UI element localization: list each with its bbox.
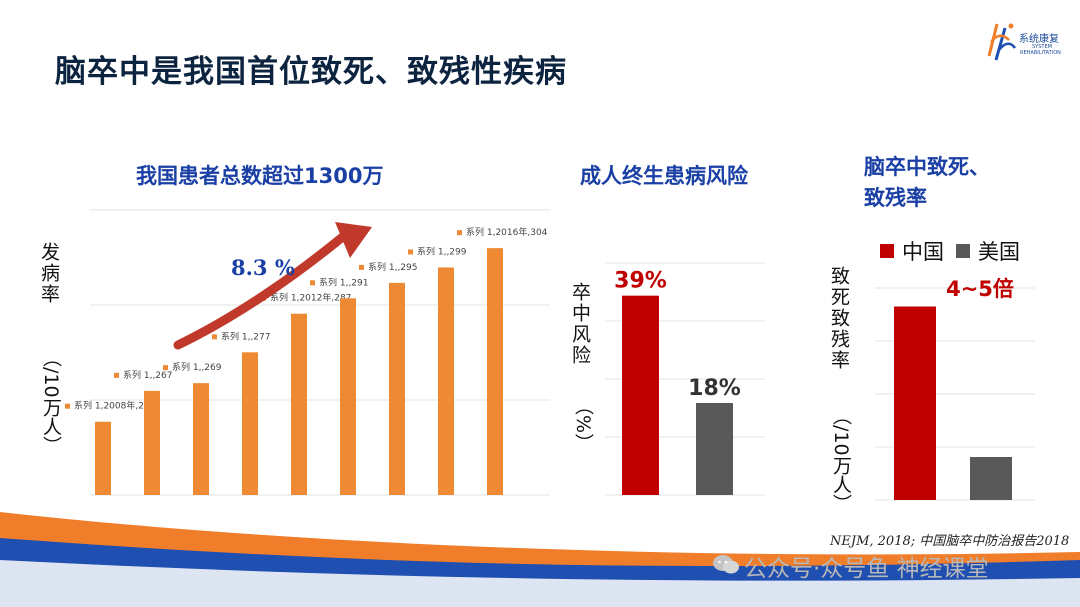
chart-1-data-label: 系列 1,,295 [368, 261, 418, 273]
chart-1-label-marker [408, 249, 413, 255]
chart-2-ylabel-unit: （%） [572, 396, 594, 453]
chart-1-label-marker [310, 280, 315, 286]
wechat-icon [713, 555, 739, 574]
chart-3-title: 脑卒中致死、 致残率 [864, 152, 990, 214]
legend-china: 中国 [880, 236, 944, 266]
chart-1-label-marker [114, 372, 119, 378]
chart-2-data-label: 39% [614, 269, 667, 294]
chart-3-ylabel-unit: （/10万人） [830, 406, 852, 513]
watermark-text: 公众号·众号鱼 神经课堂 [744, 556, 989, 582]
chart-3-bar-usa [970, 457, 1012, 500]
chart-1-bar [291, 313, 307, 495]
chart-1-bar [242, 352, 258, 495]
chart-1-label-marker [65, 403, 70, 409]
growth-annotation: 8.3 % [231, 255, 295, 280]
chart-1-data-label: 系列 1,,267 [123, 369, 173, 381]
chart-1-label-marker [212, 334, 217, 340]
chart-1-bar [389, 282, 405, 495]
chart-3-title-line-1: 脑卒中致死、 [864, 155, 990, 179]
chart-2-ylabel: 卒中风险 [569, 282, 591, 366]
logo-sub-line-1: SYSTEM [1032, 44, 1052, 50]
logo-icon [987, 23, 1017, 61]
chart-3-ylabel: 致死致残率 [828, 266, 850, 371]
chart-1-ylabel-unit: （/10万人） [40, 348, 62, 455]
trend-arrow-head [335, 222, 372, 258]
chart-1-data-label: 系列 1,,269 [172, 361, 222, 373]
chart-3-plot: 4~5倍 [875, 277, 1035, 501]
chart-1-bar [340, 298, 356, 495]
legend-usa: 美国 [956, 236, 1020, 266]
chart-3-bar-china [894, 306, 936, 500]
chart-1-title: 我国患者总数超过1300万 [136, 164, 384, 188]
bottom-swoosh [0, 512, 1080, 607]
chart-1-label-marker [163, 365, 168, 371]
chart-2-bar-china [622, 295, 659, 495]
chart-1-bar [193, 383, 209, 495]
legend-china-swatch [880, 244, 894, 258]
chart-1-data-label: 系列 1,,299 [417, 245, 467, 257]
legend-usa-swatch [956, 244, 970, 258]
chart-2-title: 成人终生患病风险 [580, 164, 748, 188]
chart-1-data-label: 系列 1,2008年,259 [74, 400, 156, 412]
chart-1-data-label: 系列 1,2012年,287 [270, 292, 351, 304]
chart-2-plot: 39% 18% [605, 262, 765, 496]
chart-2-data-label: 18% [688, 376, 741, 401]
chart-1-data-label: 系列 1,,277 [221, 330, 271, 342]
chart-1-bar [487, 248, 503, 495]
chart-3-title-line-2: 致残率 [864, 186, 927, 210]
chart-3-ratio-annotation: 4~5倍 [946, 277, 1014, 301]
logo-sub-line-2: REHABILITATION [1020, 50, 1061, 56]
logo-text: 系统康复 [1019, 34, 1059, 45]
chart-1-bar [95, 421, 111, 495]
logo-subtext: SYSTEM REHABILITATION [1020, 44, 1061, 56]
chart-1-label-marker [359, 264, 364, 270]
chart-1-bar [144, 390, 160, 495]
legend-usa-label: 美国 [978, 240, 1020, 264]
trend-arrow-shaft [173, 230, 350, 350]
legend-china-label: 中国 [902, 240, 944, 264]
chart-1-ylabel: 发病率 [38, 242, 60, 305]
chart-1-bar [438, 267, 454, 495]
chart-1-label-marker [457, 230, 462, 236]
chart-1-data-label: 系列 1,2016年,304 [466, 226, 548, 238]
source-citation: NEJM, 2018; 中国脑卒中防治报告2018 [830, 534, 1070, 549]
chart-1-data-label: 系列 1,,291 [319, 276, 369, 288]
chart-2-bar-usa [696, 403, 733, 495]
page-title: 脑卒中是我国首位致死、致残性疾病 [55, 54, 567, 90]
